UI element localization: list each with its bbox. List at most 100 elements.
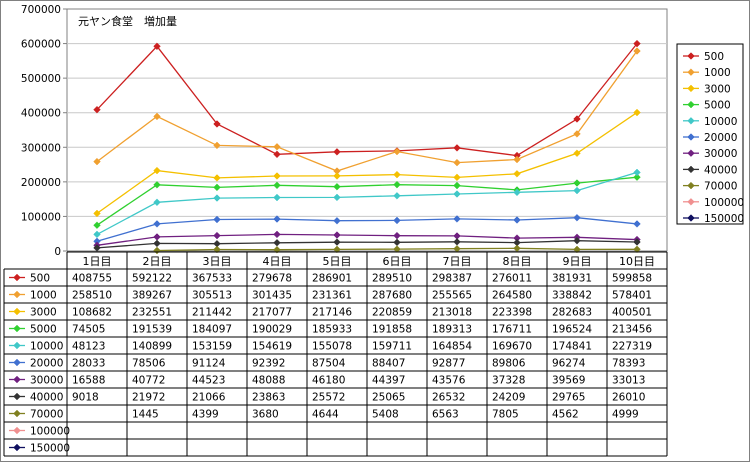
- data-point: [453, 215, 461, 223]
- data-label: 33013: [612, 375, 645, 387]
- data-label: 24209: [492, 392, 525, 404]
- data-point: [213, 183, 221, 192]
- legend-marker: [687, 214, 695, 222]
- data-point: [333, 245, 341, 254]
- data-label: 227319: [612, 341, 652, 353]
- series-line: [96, 171, 638, 235]
- data-label: 25572: [312, 392, 345, 404]
- data-label: 43576: [432, 375, 466, 387]
- data-point: [393, 170, 401, 179]
- series-3000: [93, 108, 641, 218]
- data-label: 21972: [132, 392, 165, 404]
- data-label: 289510: [372, 273, 412, 285]
- data-point: [213, 194, 221, 202]
- data-label: 108682: [72, 307, 112, 319]
- data-point: [213, 141, 221, 150]
- data-label: 89806: [492, 358, 526, 370]
- data-label: 6563: [432, 409, 459, 421]
- series-line: [96, 240, 638, 249]
- legend-marker: [687, 84, 695, 93]
- legend-marker: [687, 165, 695, 174]
- data-label: 44397: [372, 375, 405, 387]
- data-point: [153, 181, 161, 189]
- data-point: [513, 170, 521, 178]
- x-tick-label: 5日目: [323, 255, 352, 268]
- x-tick-label: 9日目: [563, 255, 592, 268]
- table-series-name: 3000: [30, 307, 57, 319]
- x-tick-label: 1日目: [83, 255, 112, 268]
- y-tick-label: 500000: [21, 73, 61, 85]
- y-tick-label: 400000: [21, 108, 61, 120]
- data-point: [573, 130, 581, 138]
- series-70000: [153, 244, 641, 255]
- data-label: 159711: [372, 341, 412, 353]
- data-point: [273, 181, 281, 190]
- data-label: 5408: [372, 409, 399, 421]
- data-label: 176711: [492, 324, 532, 336]
- chart-title: 元ヤン食堂 増加量: [78, 14, 177, 28]
- data-point: [573, 149, 581, 158]
- data-label: 190029: [252, 324, 292, 336]
- legend-label: 100000: [704, 197, 744, 209]
- data-label: 1445: [132, 409, 159, 421]
- data-point: [93, 105, 101, 114]
- data-point: [633, 238, 641, 246]
- data-point: [573, 186, 581, 195]
- data-point: [513, 188, 521, 197]
- x-tick-label: 4日目: [263, 255, 292, 268]
- data-point: [153, 112, 161, 121]
- legend-box: [676, 43, 744, 225]
- data-point: [273, 193, 281, 202]
- legend-marker: [687, 149, 695, 157]
- data-point: [333, 182, 341, 191]
- legend-marker: [687, 100, 695, 109]
- data-label: 338842: [552, 290, 592, 302]
- data-point: [153, 220, 161, 228]
- table-legend-marker: [13, 392, 21, 401]
- data-point: [393, 192, 401, 200]
- data-label: 29765: [552, 392, 585, 404]
- table-legend-marker: [13, 273, 21, 282]
- data-label: 91124: [192, 358, 226, 370]
- data-label: 298387: [432, 273, 472, 285]
- table-series-name: 150000: [30, 443, 70, 455]
- data-point: [393, 147, 401, 156]
- data-label: 264580: [492, 290, 532, 302]
- data-label: 217146: [312, 307, 352, 319]
- data-label: 9018: [72, 392, 99, 404]
- data-label: 282683: [552, 307, 592, 319]
- data-point: [273, 245, 281, 254]
- table-series-name: 500: [30, 273, 50, 285]
- data-point: [453, 158, 461, 167]
- data-table: 1日目 2日目 3日目 4日目 5日目 6日目 7日目 8日目 9日目 10日目 500 408755…: [3, 251, 668, 457]
- data-point: [633, 168, 641, 177]
- data-label: 140899: [132, 341, 172, 353]
- series-layer: [93, 39, 641, 255]
- data-point: [333, 172, 341, 180]
- table-series-name: 30000: [30, 375, 63, 387]
- data-label: 26532: [432, 392, 465, 404]
- data-label: 381931: [552, 273, 592, 285]
- data-label: 37328: [492, 375, 525, 387]
- legend-label: 5000: [704, 100, 731, 112]
- legend-label: 40000: [704, 164, 737, 176]
- table-legend-marker: [13, 324, 21, 333]
- series-20000: [93, 213, 641, 246]
- data-label: 276011: [492, 273, 532, 285]
- table-series-name: 40000: [30, 392, 63, 404]
- plot-area: [66, 8, 668, 252]
- data-label: 232551: [132, 307, 172, 319]
- data-label: 21066: [192, 392, 226, 404]
- legend-label: 3000: [704, 83, 731, 95]
- data-label: 185933: [312, 324, 352, 336]
- data-label: 3680: [252, 409, 279, 421]
- legend-label: 500: [704, 51, 724, 63]
- data-label: 599858: [612, 273, 652, 285]
- data-point: [453, 190, 461, 198]
- data-label: 191858: [372, 324, 412, 336]
- data-point: [573, 115, 581, 123]
- data-label: 92877: [432, 358, 465, 370]
- data-point: [273, 215, 281, 223]
- x-tick-label: 10日目: [619, 255, 655, 268]
- data-point: [453, 173, 461, 182]
